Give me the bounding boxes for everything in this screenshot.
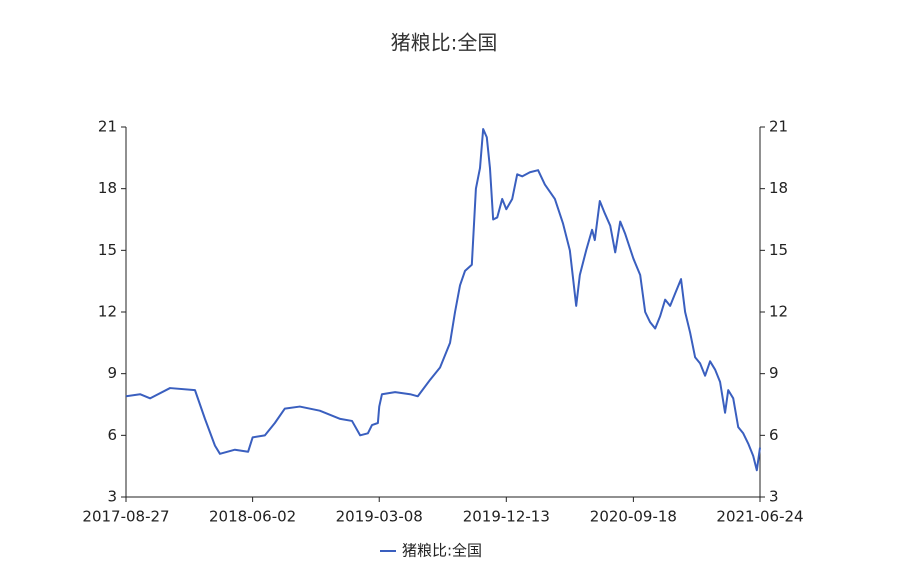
- x-tick-label: 2019-12-13: [463, 508, 550, 526]
- x-tick-label: 2018-06-02: [209, 508, 296, 526]
- x-tick-label: 2020-09-18: [590, 508, 677, 526]
- x-tick-label: 2017-08-27: [82, 508, 169, 526]
- chart-title: 猪粮比:全国: [391, 31, 498, 55]
- y-tick-label: 6: [107, 426, 117, 444]
- y-tick-label: 21: [98, 118, 117, 136]
- y-tick-label: 9: [107, 364, 117, 382]
- y2-tick-label: 12: [769, 303, 788, 321]
- y2-tick-label: 3: [769, 488, 779, 506]
- y-tick-label: 3: [107, 488, 117, 506]
- x-tick-label: 2019-03-08: [336, 508, 423, 526]
- y2-tick-label: 6: [769, 426, 779, 444]
- y2-tick-label: 9: [769, 364, 779, 382]
- y-tick-label: 15: [98, 241, 117, 259]
- y-tick-label: 12: [98, 303, 117, 321]
- y2-tick-label: 15: [769, 241, 788, 259]
- y2-tick-label: 21: [769, 118, 788, 136]
- legend-label: 猪粮比:全国: [402, 542, 482, 560]
- x-tick-label: 2021-06-24: [716, 508, 803, 526]
- y-tick-label: 18: [98, 179, 117, 197]
- y2-tick-label: 18: [769, 179, 788, 197]
- line-series: [125, 128, 761, 472]
